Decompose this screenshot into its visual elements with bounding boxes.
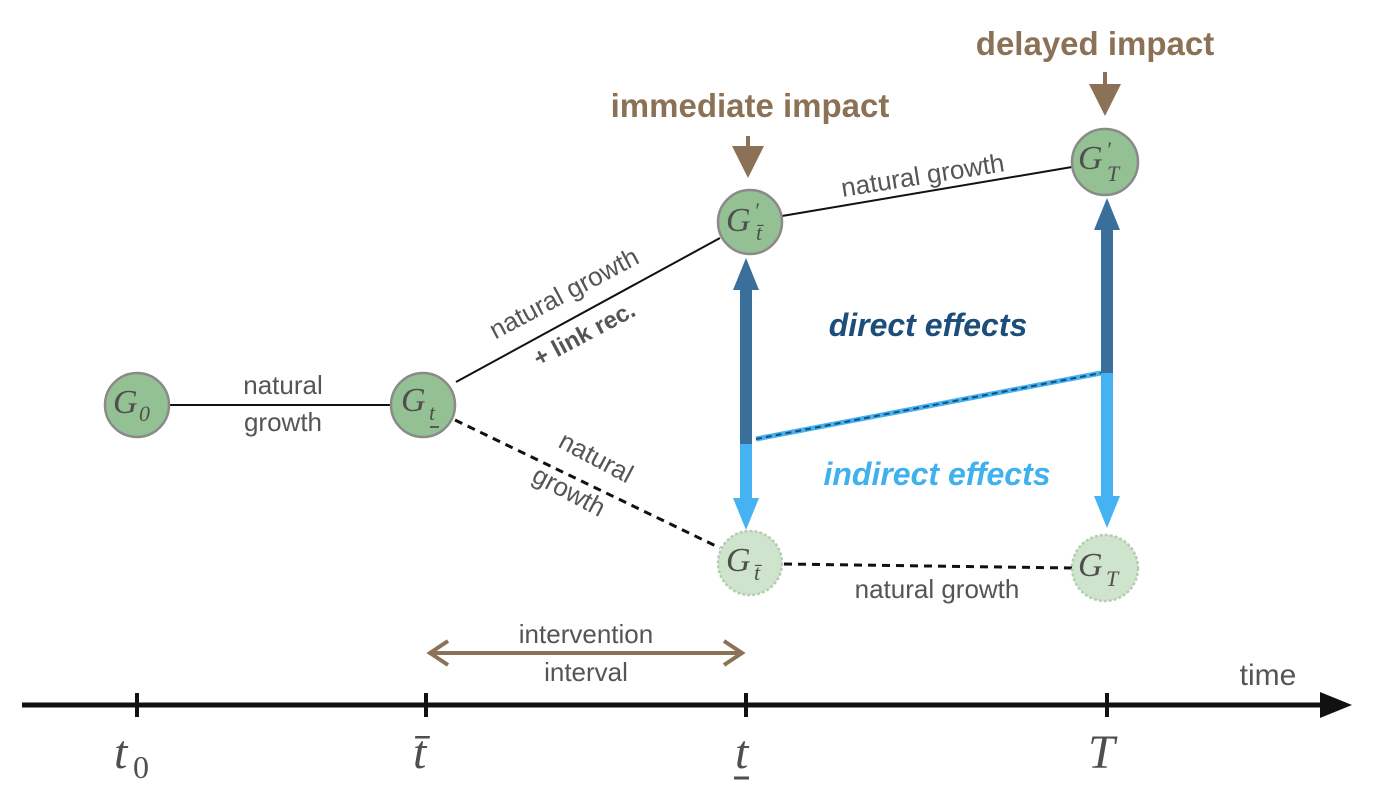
edge-label-top-right: natural growth [839, 147, 1006, 202]
tick-label-t0-main: t [114, 726, 129, 779]
indirect-effect-arrowhead-right [1094, 496, 1120, 528]
node-gprime-tbar-prime: ′ [754, 198, 760, 223]
direct-effect-bar-left [740, 288, 752, 444]
node-gprime-T-main: G [1078, 140, 1103, 177]
edge-g-tbar-g-T-dashed [783, 562, 1073, 570]
delayed-impact-heading: delayed impact [976, 25, 1214, 62]
edge-gprime-tbar-gprime-T [781, 166, 1073, 217]
indirect-effect-bar-left [740, 444, 752, 502]
node-g-T: G T [1070, 533, 1140, 603]
intervention-interval-right-head [722, 639, 746, 667]
node-g0: G 0 [103, 371, 171, 439]
edge-gt-g-tbar-dashed [454, 418, 721, 550]
immediate-impact-heading: immediate impact [611, 87, 890, 124]
node-gprime-tbar-main: G [726, 202, 751, 239]
direct-effect-arrowhead-left [733, 258, 759, 290]
node-gprime-T-prime: ′ [1106, 137, 1112, 162]
indirect-effect-arrowhead-left [733, 498, 759, 530]
direct-effect-arrowhead-right [1094, 198, 1120, 230]
time-axis-arrowhead [1320, 692, 1352, 718]
tick-label-t-under: t [735, 726, 750, 779]
edge-gt-gprime-tbar [455, 237, 721, 383]
effects-divider-dashes [755, 372, 1102, 440]
node-gprime-T: G ′ T [1070, 127, 1140, 197]
intervention-interval-line1: intervention [519, 619, 653, 649]
node-g0-sub: 0 [139, 401, 150, 426]
intervention-interval-left-head [426, 639, 450, 667]
time-axis-label: time [1240, 659, 1297, 692]
tick-label-tbar: t̄ [413, 726, 430, 779]
node-g0-main: G [113, 384, 138, 421]
intervention-interval-line2: interval [544, 657, 628, 687]
node-gprime-tbar-sub: t̄ [756, 220, 764, 245]
direct-effects-label: direct effects [829, 307, 1028, 343]
node-gt: G t [389, 371, 457, 439]
indirect-effects-label: indirect effects [823, 456, 1050, 492]
node-gt-sub: t [429, 400, 436, 425]
edge-label-g0-gt-line1: natural [243, 370, 323, 400]
edge-label-bottom-right: natural growth [855, 574, 1020, 604]
tick-label-t0-sub: 0 [133, 749, 149, 785]
node-g-T-main: G [1078, 547, 1103, 584]
node-g-tbar-main: G [726, 542, 751, 579]
edge-label-g0-gt-line2: growth [244, 407, 322, 437]
node-g-tbar: G t̄ [716, 529, 784, 597]
tick-label-T: T [1088, 726, 1118, 779]
indirect-effect-bar-right [1101, 373, 1113, 500]
node-gprime-tbar: G ′ t̄ [716, 188, 784, 256]
node-g-T-sub: T [1106, 566, 1120, 591]
node-g-tbar-sub: t̄ [754, 560, 762, 585]
direct-effect-bar-right [1101, 228, 1113, 373]
node-gt-main: G [401, 382, 426, 419]
node-gprime-T-sub: T [1107, 161, 1121, 186]
